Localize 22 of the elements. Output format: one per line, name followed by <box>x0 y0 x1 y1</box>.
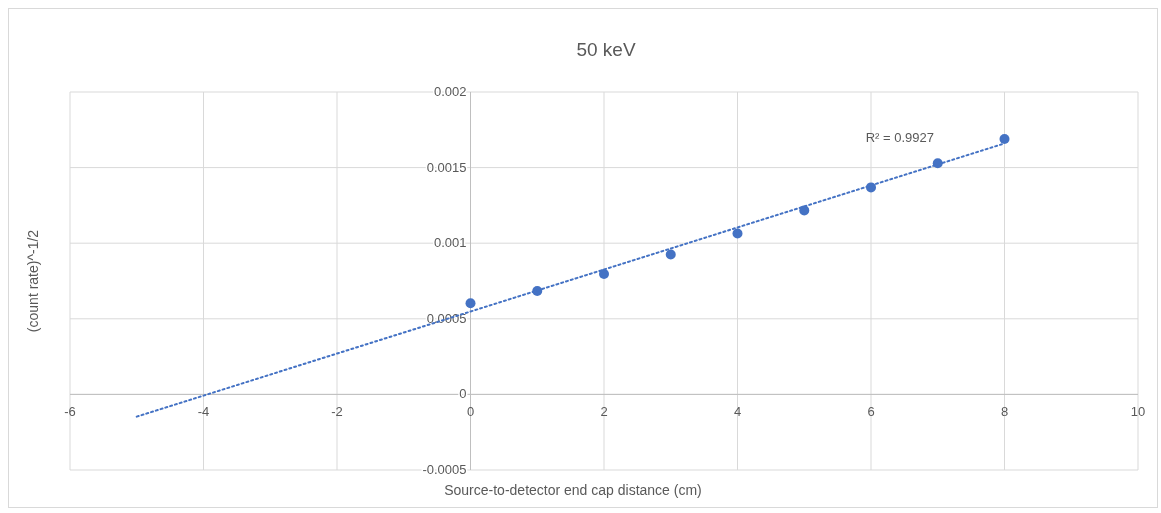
point <box>465 298 476 309</box>
point <box>732 228 743 239</box>
x-tick-label: 4 <box>733 404 742 420</box>
x-tick-label: 2 <box>600 404 608 420</box>
y-tick-label: 0.0015 <box>426 159 467 175</box>
x-axis-title: Source-to-detector end cap distance (cm) <box>444 482 702 498</box>
y-axis-title: (count rate)^-1/2 <box>25 229 41 333</box>
x-tick-label: 6 <box>867 404 875 420</box>
x-tick-label: 10 <box>1130 404 1146 420</box>
y-tick-label: 0.001 <box>433 235 467 251</box>
y-tick-label: -0.0005 <box>422 462 467 477</box>
annotation: R² = 0.9927 <box>865 130 934 145</box>
x-tick-label: -2 <box>331 404 343 420</box>
x-tick-label: -6 <box>64 404 76 420</box>
chart-title: 50 keV <box>576 39 636 60</box>
x-tick-label: -4 <box>197 404 210 420</box>
y-tick-label: 0.002 <box>433 84 467 99</box>
point <box>665 249 676 260</box>
y-tick-label: 0 <box>459 386 467 402</box>
point <box>599 269 609 280</box>
x-tick-label: 8 <box>1000 404 1009 420</box>
point <box>999 134 1010 145</box>
